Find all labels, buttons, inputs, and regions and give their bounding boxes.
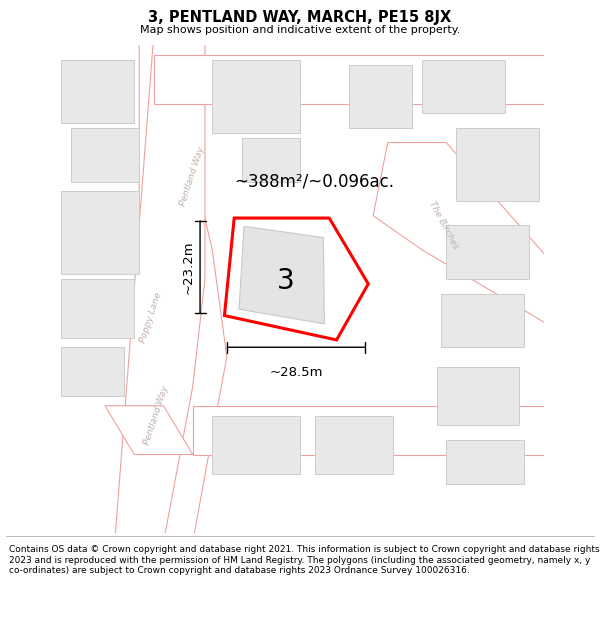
Polygon shape [212,416,300,474]
Polygon shape [349,64,412,128]
Polygon shape [61,348,124,396]
Polygon shape [456,128,539,201]
Polygon shape [154,55,554,104]
Text: 3, PENTLAND WAY, MARCH, PE15 8JX: 3, PENTLAND WAY, MARCH, PE15 8JX [148,10,452,25]
Polygon shape [446,440,524,484]
Polygon shape [239,226,325,324]
Polygon shape [61,59,134,123]
Polygon shape [437,367,520,425]
Polygon shape [139,35,227,542]
Text: 3: 3 [277,268,294,296]
Polygon shape [115,35,205,542]
Polygon shape [193,406,554,454]
Polygon shape [314,416,392,474]
Polygon shape [61,279,134,338]
Text: Map shows position and indicative extent of the property.: Map shows position and indicative extent… [140,25,460,35]
Polygon shape [71,128,139,181]
Polygon shape [373,142,554,328]
Polygon shape [61,191,139,274]
Text: Contains OS data © Crown copyright and database right 2021. This information is : Contains OS data © Crown copyright and d… [9,546,599,575]
Text: Pentland Way: Pentland Way [142,385,170,446]
Polygon shape [212,59,300,132]
Text: Poppy Lane: Poppy Lane [139,292,164,344]
Text: ~28.5m: ~28.5m [269,366,323,379]
Text: ~23.2m: ~23.2m [181,240,194,294]
Polygon shape [422,59,505,113]
Text: The Birches: The Birches [427,200,460,251]
Text: Pentland Way: Pentland Way [178,146,206,208]
Polygon shape [446,226,529,279]
Polygon shape [241,138,300,181]
Polygon shape [105,406,193,454]
Polygon shape [442,294,524,348]
Text: ~388m²/~0.096ac.: ~388m²/~0.096ac. [234,173,394,191]
